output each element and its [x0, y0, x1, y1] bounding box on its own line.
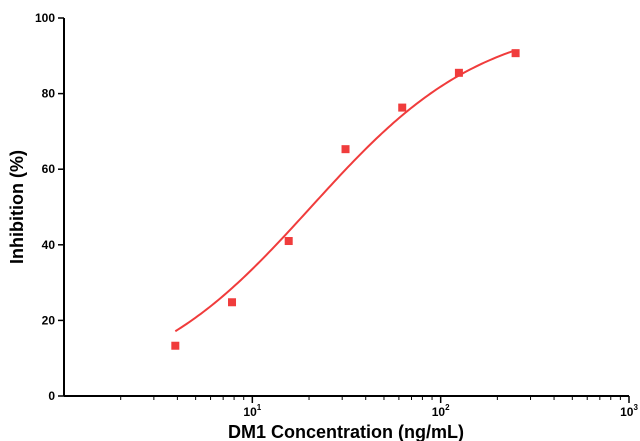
data-points — [171, 49, 520, 350]
y-axis-title: Inhibition (%) — [7, 150, 27, 264]
data-point — [228, 298, 237, 307]
x-tick-label: 102 — [432, 403, 450, 419]
y-tick-label: 20 — [42, 313, 56, 327]
y-tick-label: 100 — [35, 11, 55, 25]
y-tick-label: 80 — [42, 87, 56, 101]
fit-curve — [174, 49, 516, 333]
y-tick-label: 40 — [42, 238, 56, 252]
y-axis-ticks: 0 20 40 60 80 100 — [35, 11, 64, 403]
data-point — [341, 145, 350, 154]
x-axis-title: DM1 Concentration (ng/mL) — [228, 422, 464, 441]
y-tick-label: 0 — [48, 389, 55, 403]
data-point — [454, 68, 463, 77]
x-tick-label: 101 — [243, 403, 261, 419]
data-point — [511, 49, 520, 58]
x-tick-label: 103 — [620, 403, 638, 419]
y-tick-label: 60 — [42, 162, 56, 176]
x-axis-major-ticks: 101 102 103 — [243, 396, 638, 419]
data-point — [398, 103, 407, 112]
data-point — [171, 341, 180, 350]
data-point — [284, 237, 293, 246]
